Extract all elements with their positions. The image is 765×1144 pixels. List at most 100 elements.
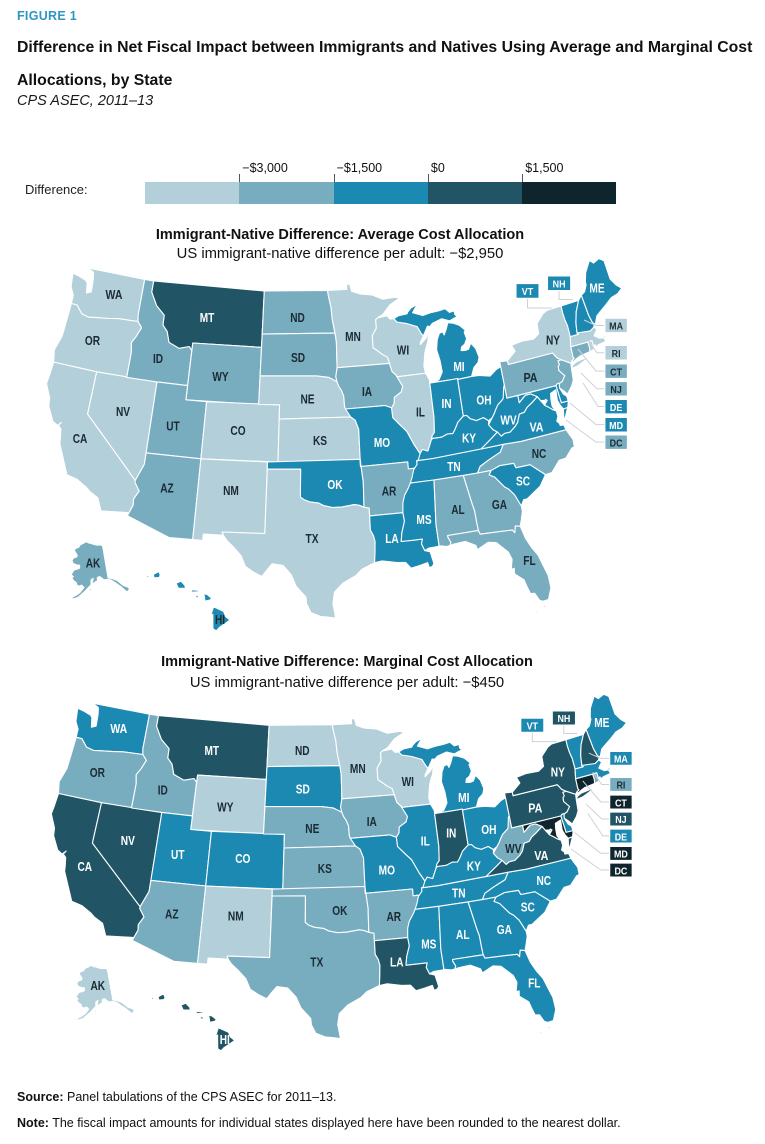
svg-text:NV: NV [116,404,130,419]
svg-text:MI: MI [458,790,469,805]
svg-text:KS: KS [313,433,327,448]
svg-text:IA: IA [362,384,373,399]
svg-text:TX: TX [310,955,323,970]
svg-text:NH: NH [557,713,570,725]
svg-text:NH: NH [553,279,566,291]
svg-text:UT: UT [166,418,180,433]
svg-text:CO: CO [230,423,245,438]
svg-text:MS: MS [416,512,431,527]
svg-text:OH: OH [476,392,491,407]
svg-text:UT: UT [171,847,185,862]
svg-text:CA: CA [78,859,93,874]
svg-text:OH: OH [481,822,496,837]
svg-text:NE: NE [305,821,319,836]
svg-text:CA: CA [73,431,88,446]
svg-text:AK: AK [91,978,106,993]
svg-text:LA: LA [390,955,404,970]
svg-text:AR: AR [387,909,402,924]
svg-text:NE: NE [300,391,314,406]
svg-text:NV: NV [121,833,135,848]
svg-text:VT: VT [527,721,539,733]
svg-text:OR: OR [90,765,106,780]
svg-text:MN: MN [345,329,361,344]
svg-text:PA: PA [523,370,538,385]
svg-text:MT: MT [205,743,220,758]
svg-text:WA: WA [106,287,123,302]
svg-text:HI: HI [215,612,225,627]
svg-text:RI: RI [612,348,621,360]
svg-text:MS: MS [421,936,436,951]
svg-text:CT: CT [615,797,627,809]
svg-text:MI: MI [453,359,464,374]
svg-text:NM: NM [223,483,239,498]
svg-text:ND: ND [295,743,310,758]
svg-text:DC: DC [614,865,627,877]
svg-text:IN: IN [446,825,456,840]
svg-text:NJ: NJ [610,384,622,396]
svg-text:TN: TN [447,459,461,474]
svg-text:MD: MD [609,420,623,432]
svg-text:CO: CO [235,851,250,866]
svg-text:WV: WV [505,841,522,856]
svg-text:ID: ID [158,782,168,797]
svg-text:AK: AK [86,555,101,570]
svg-text:DC: DC [610,437,623,449]
svg-text:WY: WY [212,369,229,384]
svg-text:IA: IA [367,814,378,829]
svg-text:MO: MO [379,863,395,878]
svg-text:MN: MN [350,761,366,776]
svg-text:MA: MA [614,754,628,766]
svg-text:NC: NC [532,446,547,461]
svg-text:NJ: NJ [615,814,627,826]
svg-text:AZ: AZ [165,906,179,921]
svg-text:TN: TN [452,886,466,901]
svg-text:ME: ME [589,280,604,295]
svg-text:MA: MA [609,321,623,333]
svg-text:SD: SD [296,781,310,796]
svg-text:OK: OK [332,903,348,918]
svg-text:IL: IL [416,404,425,419]
svg-text:FL: FL [523,553,535,568]
svg-text:SC: SC [516,473,531,488]
svg-text:WI: WI [402,774,414,789]
svg-text:VT: VT [522,286,534,298]
svg-text:MD: MD [614,849,628,861]
svg-text:SD: SD [291,350,305,365]
svg-text:LA: LA [385,531,399,546]
svg-text:DE: DE [615,831,627,843]
svg-text:OR: OR [85,333,101,348]
svg-text:ND: ND [290,310,305,325]
svg-text:NY: NY [546,332,560,347]
svg-text:AL: AL [451,502,465,517]
svg-text:AZ: AZ [160,480,174,495]
svg-text:FL: FL [528,976,540,991]
svg-text:CT: CT [610,366,622,378]
svg-text:IN: IN [441,396,451,411]
svg-text:OK: OK [327,477,343,492]
svg-text:NC: NC [537,873,552,888]
svg-text:TX: TX [306,531,319,546]
svg-text:WV: WV [500,412,517,427]
svg-text:IL: IL [421,834,430,849]
svg-text:WA: WA [110,721,127,736]
svg-text:WI: WI [397,342,409,357]
svg-text:HI: HI [220,1032,230,1047]
svg-text:VA: VA [529,419,544,434]
svg-text:GA: GA [492,497,508,512]
svg-text:WY: WY [217,800,234,815]
svg-text:ID: ID [153,351,163,366]
svg-text:MT: MT [200,310,215,325]
svg-text:AL: AL [456,927,470,942]
svg-text:MO: MO [374,435,390,450]
svg-text:VA: VA [534,848,549,863]
svg-text:NM: NM [228,909,244,924]
svg-text:ME: ME [594,715,609,730]
svg-text:NY: NY [551,765,565,780]
svg-text:RI: RI [616,780,625,792]
svg-text:KY: KY [467,858,481,873]
svg-text:PA: PA [528,801,543,816]
svg-text:GA: GA [497,922,513,937]
svg-text:AR: AR [382,483,397,498]
svg-text:SC: SC [521,900,536,915]
svg-text:DE: DE [610,402,622,414]
